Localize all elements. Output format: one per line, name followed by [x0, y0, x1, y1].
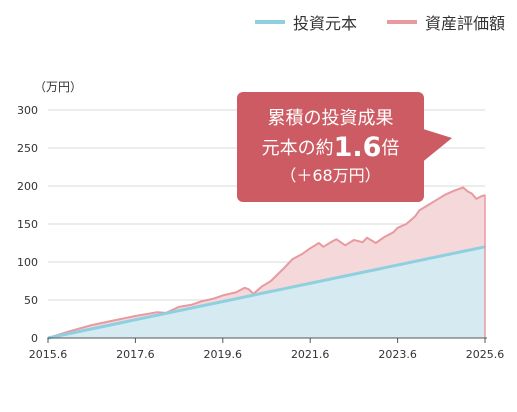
line-layer	[47, 186, 486, 340]
y-tick-label: 200	[17, 180, 38, 193]
valuation-point	[113, 320, 115, 322]
valuation-point	[392, 231, 394, 233]
y-tick-label: 250	[17, 142, 38, 155]
tick-labels: 0 50 100 150 200 250 300 2015.6 2017.6 2019.6 2021…	[17, 104, 504, 361]
callout-suffix: 倍	[381, 138, 400, 159]
valuation-point	[335, 238, 337, 240]
valuation-point	[156, 311, 158, 313]
valuation-point	[213, 297, 215, 299]
y-tick-label: 150	[17, 218, 38, 231]
valuation-point	[134, 315, 136, 317]
valuation-point	[283, 267, 285, 269]
y-tick-label: 100	[17, 256, 38, 269]
y-tick-label: 0	[31, 332, 38, 345]
valuation-point	[467, 190, 469, 192]
x-tick-label: 2019.6	[204, 348, 243, 361]
valuation-point	[235, 291, 237, 293]
valuation-point	[191, 304, 193, 306]
callout-line-2: 元本の約1.6倍	[237, 133, 424, 164]
valuation-point	[436, 199, 438, 201]
callout-line-1: 累積の投資成果	[267, 108, 394, 129]
callout-box: 累積の投資成果 元本の約1.6倍 （＋68万円）	[237, 92, 424, 202]
valuation-point	[178, 306, 180, 308]
valuation-point	[353, 239, 355, 241]
valuation-point	[427, 204, 429, 206]
legend-item-principal: 投資元本	[254, 10, 357, 34]
valuation-point	[244, 287, 246, 289]
valuation-point	[414, 215, 416, 217]
valuation-point	[480, 196, 482, 198]
x-tick-label: 2017.6	[116, 348, 155, 361]
valuation-point	[344, 244, 346, 246]
callout-prefix: 元本の約	[261, 138, 334, 159]
y-axis-unit: （万円）	[34, 80, 83, 94]
valuation-point	[375, 242, 377, 244]
y-tick-label: 50	[24, 294, 38, 307]
callout-pointer	[420, 128, 452, 164]
valuation-point	[453, 190, 455, 192]
valuation-point	[318, 242, 320, 244]
valuation-point	[475, 198, 477, 200]
x-tick-label: 2025.6	[466, 348, 505, 361]
valuation-point	[362, 241, 364, 243]
legend-label-principal: 投資元本	[292, 14, 357, 33]
valuation-point	[261, 285, 263, 287]
valuation-point	[331, 240, 333, 242]
valuation-point	[462, 187, 464, 189]
valuation-point	[445, 193, 447, 195]
valuation-point	[300, 253, 302, 255]
valuation-point	[383, 236, 385, 238]
callout-line-3: （＋68万円）	[280, 166, 381, 185]
valuation-point	[418, 209, 420, 211]
valuation-point	[69, 330, 71, 332]
valuation-point	[270, 280, 272, 282]
valuation-point	[405, 223, 407, 225]
valuation-point	[309, 247, 311, 249]
valuation-point	[222, 294, 224, 296]
valuation-point	[366, 237, 368, 239]
principal-line	[47, 245, 486, 340]
x-tick-label: 2015.6	[29, 348, 68, 361]
y-tick-label: 300	[17, 104, 38, 117]
x-tick-label: 2021.6	[291, 348, 330, 361]
axes	[47, 337, 487, 343]
legend-swatch-principal	[254, 20, 285, 24]
valuation-point	[248, 288, 250, 290]
x-tick-label: 2023.6	[378, 348, 417, 361]
legend-item-valuation: 資産評価額	[386, 10, 505, 34]
legend-swatch-valuation	[386, 20, 417, 24]
valuation-point	[397, 227, 399, 229]
valuation-point	[471, 193, 473, 195]
valuation-point	[292, 258, 294, 260]
valuation-point	[322, 246, 324, 248]
legend: 投資元本 資産評価額	[254, 10, 505, 34]
valuation-point	[91, 324, 93, 326]
legend-label-valuation: 資産評価額	[424, 14, 505, 33]
valuation-point	[200, 301, 202, 303]
callout-multiplier: 1.6	[333, 132, 382, 163]
